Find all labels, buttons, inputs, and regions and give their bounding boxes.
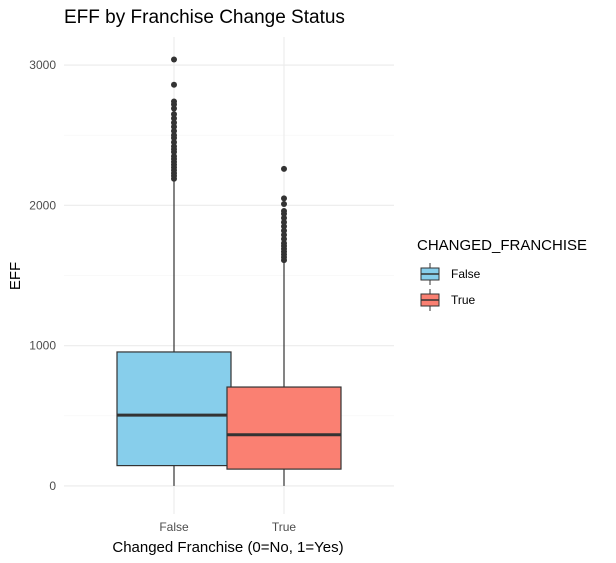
outlier-point (281, 195, 287, 202)
outlier-point (171, 56, 177, 63)
outlier-point (171, 115, 177, 122)
outlier-point (171, 81, 177, 88)
y-axis-title: EFF (7, 262, 24, 290)
box-true (226, 165, 342, 486)
x-tick-label: True (272, 520, 297, 534)
outlier-point (281, 231, 287, 238)
outlier-point (281, 219, 287, 226)
outlier-point (171, 127, 177, 134)
outlier-point (171, 132, 177, 139)
legend-label: True (451, 293, 476, 307)
outlier-point (281, 207, 287, 214)
outlier-point (171, 98, 177, 105)
outlier-point (281, 240, 287, 247)
y-tick-label: 3000 (29, 58, 56, 72)
legend: CHANGED_FRANCHISE False True (417, 237, 587, 311)
boxes (116, 56, 342, 486)
x-tick-labels: False True (159, 520, 296, 534)
outlier-point (281, 214, 287, 221)
y-tick-label: 0 (49, 479, 56, 493)
y-tick-label: 1000 (29, 339, 56, 353)
y-tick-label: 2000 (29, 198, 56, 212)
x-axis-title: Changed Franchise (0=No, 1=Yes) (112, 539, 343, 556)
y-tick-labels: 0 1000 2000 3000 (29, 58, 56, 493)
outlier-point (171, 111, 177, 118)
box-iqr (226, 386, 342, 470)
x-tick-label: False (159, 520, 189, 534)
outlier-point (281, 223, 287, 230)
outlier-point (281, 165, 287, 172)
outlier-point (171, 123, 177, 130)
outlier-point (171, 139, 177, 146)
legend-entry-true: True (420, 289, 476, 311)
outlier-point (171, 153, 177, 160)
outlier-point (171, 143, 177, 150)
legend-title: CHANGED_FRANCHISE (417, 237, 587, 254)
outlier-point (281, 236, 287, 243)
box-iqr (116, 351, 232, 467)
outlier-point (281, 227, 287, 234)
chart-title: EFF by Franchise Change Status (64, 7, 345, 28)
outlier-point (171, 119, 177, 126)
legend-label: False (451, 267, 481, 281)
outlier-point (281, 200, 287, 207)
legend-entry-false: False (420, 263, 481, 285)
outlier-point (171, 105, 177, 112)
box-false (116, 56, 232, 486)
